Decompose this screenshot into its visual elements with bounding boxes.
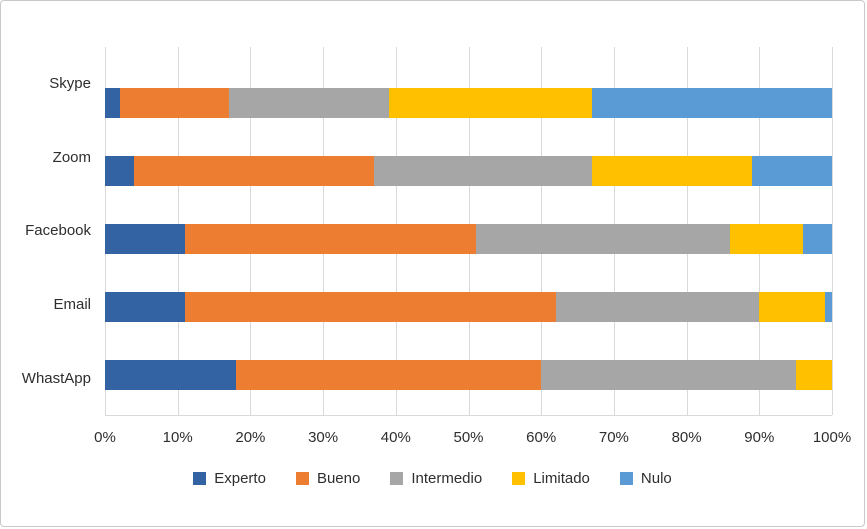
- bar-segment-limitado: [759, 292, 825, 322]
- bar-segment-intermedio: [228, 88, 389, 118]
- x-axis-tick-label: 70%: [598, 429, 629, 446]
- category-label-zoom: Zoom: [52, 148, 91, 166]
- bar-segment-bueno: [184, 224, 476, 254]
- bar-rows: [105, 69, 832, 409]
- bar-segment-experto: [105, 224, 185, 254]
- bar-segment-intermedio: [541, 360, 796, 390]
- bar-row-facebook: [105, 205, 832, 273]
- x-axis-tick-label: 40%: [380, 429, 411, 446]
- bar-segment-nulo: [802, 224, 832, 254]
- x-axis-tick-label: 30%: [308, 429, 339, 446]
- bar-segment-limitado: [388, 88, 593, 118]
- chart-body: Skype Zoom Facebook Email WhastApp 0% 10% 20% 3…: [5, 47, 851, 454]
- bar-segment-experto: [105, 360, 236, 390]
- legend-swatch-experto: [193, 472, 207, 485]
- plot-area: [105, 47, 833, 416]
- legend-swatch-intermedio: [390, 472, 404, 485]
- stacked-bar-whastapp: [105, 360, 832, 390]
- bar-row-skype: [105, 69, 832, 137]
- bar-segment-bueno: [119, 88, 229, 118]
- legend-label-nulo: Nulo: [640, 470, 672, 487]
- legend-item-limitado: Limitado: [512, 470, 590, 487]
- bar-segment-bueno: [184, 292, 556, 322]
- x-axis-tick-label: 90%: [744, 429, 775, 446]
- bar-segment-nulo: [824, 292, 832, 322]
- legend-swatch-limitado: [512, 472, 526, 485]
- bar-segment-experto: [105, 156, 135, 186]
- bar-segment-intermedio: [475, 224, 731, 254]
- bar-segment-experto: [105, 292, 185, 322]
- bar-segment-intermedio: [555, 292, 760, 322]
- category-axis: Skype Zoom Facebook Email WhastApp: [5, 47, 105, 415]
- bar-segment-experto: [105, 88, 120, 118]
- legend-label-intermedio: Intermedio: [411, 470, 483, 487]
- stacked-bar-zoom: [105, 156, 832, 186]
- bar-segment-bueno: [134, 156, 374, 186]
- stacked-bar-facebook: [105, 224, 832, 254]
- x-axis-tick-label: 80%: [671, 429, 702, 446]
- bar-segment-limitado: [795, 360, 832, 390]
- bar-segment-nulo: [752, 156, 832, 186]
- gridline: [832, 47, 833, 415]
- legend: Experto Bueno Intermedio Limitado Nulo: [1, 470, 864, 487]
- category-label-skype: Skype: [49, 75, 91, 93]
- bar-segment-limitado: [730, 224, 803, 254]
- legend-swatch-nulo: [619, 472, 633, 485]
- bar-segment-nulo: [592, 88, 832, 118]
- x-axis-tick-label: 0%: [94, 429, 116, 446]
- category-label-facebook: Facebook: [25, 222, 91, 240]
- bar-segment-bueno: [235, 360, 542, 390]
- legend-label-bueno: Bueno: [316, 470, 361, 487]
- bar-row-email: [105, 273, 832, 341]
- legend-item-intermedio: Intermedio: [390, 470, 482, 487]
- bar-segment-intermedio: [373, 156, 593, 186]
- legend-item-nulo: Nulo: [619, 470, 672, 487]
- category-label-whastapp: WhastApp: [21, 369, 91, 387]
- legend-label-experto: Experto: [214, 470, 266, 487]
- legend-item-bueno: Bueno: [295, 470, 361, 487]
- x-axis-tick-label: 10%: [162, 429, 193, 446]
- legend-item-experto: Experto: [193, 470, 266, 487]
- plot-wrap: 0% 10% 20% 30% 40% 50% 60% 70% 80% 90% 100%: [94, 47, 851, 454]
- x-axis: 0% 10% 20% 30% 40% 50% 60% 70% 80% 90% 100%: [94, 416, 851, 454]
- x-axis-tick-label: 20%: [235, 429, 266, 446]
- legend-swatch-bueno: [295, 472, 309, 485]
- stacked-bar-skype: [105, 88, 832, 118]
- stacked-bar-email: [105, 292, 832, 322]
- legend-label-limitado: Limitado: [533, 470, 590, 487]
- bar-row-whastapp: [105, 341, 832, 409]
- category-label-email: Email: [53, 296, 91, 314]
- x-axis-tick-label: 50%: [453, 429, 484, 446]
- bar-segment-limitado: [592, 156, 753, 186]
- x-axis-tick-label: 100%: [812, 429, 852, 446]
- x-axis-tick-label: 60%: [526, 429, 557, 446]
- bar-row-zoom: [105, 137, 832, 205]
